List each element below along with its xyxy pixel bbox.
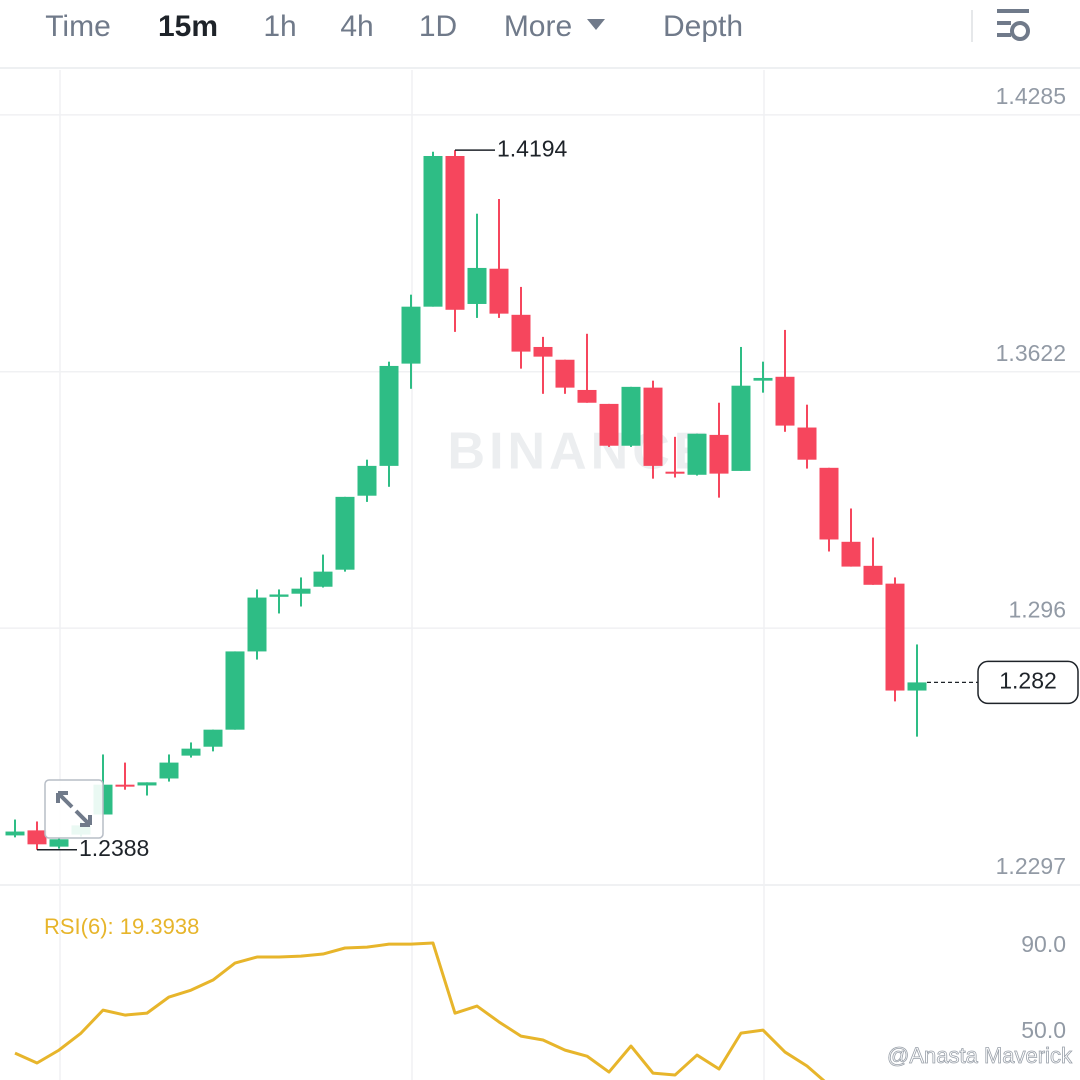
tab[interactable]: Time	[45, 10, 111, 43]
candle-body	[291, 588, 311, 594]
current-price-box	[977, 660, 1079, 705]
candle-body	[115, 784, 135, 787]
rsi-line	[14, 941, 826, 1080]
candle-body	[335, 496, 355, 570]
candle-body	[709, 434, 729, 474]
candle-body	[467, 267, 487, 304]
icon-bar	[997, 21, 1011, 25]
high-label: 1.4194	[497, 135, 568, 161]
candle-body	[379, 365, 399, 466]
y-tick-label: 90.0	[1021, 931, 1066, 957]
y-tick-label: 1.4285	[996, 83, 1066, 109]
candle-body	[731, 385, 751, 471]
y-tick-label: 1.3622	[996, 340, 1066, 366]
tab[interactable]: 4h	[340, 10, 373, 43]
candle-body	[181, 748, 201, 756]
candle-body	[533, 346, 553, 357]
candle-body	[203, 729, 223, 747]
credit: @Anasta Maverick	[887, 1043, 1073, 1068]
candle-body	[753, 377, 773, 381]
tab[interactable]: Depth	[663, 10, 743, 43]
candles	[5, 150, 927, 850]
candle-body	[489, 268, 509, 314]
y-tick-label: 1.2297	[996, 853, 1066, 879]
candle-body	[423, 155, 443, 307]
candle-body	[313, 571, 333, 587]
candle-body	[27, 830, 47, 845]
rsi-label: RSI(6): 19.3938	[44, 914, 199, 939]
candle-body	[49, 839, 69, 847]
candle-body	[401, 306, 421, 364]
candle-body	[885, 583, 905, 691]
candle-body	[841, 541, 861, 567]
candle-body	[863, 565, 883, 585]
vertical-grid	[59, 70, 765, 1080]
candle-body	[247, 597, 267, 652]
expand-box	[44, 779, 104, 839]
candle-body	[5, 831, 25, 836]
expand-icon	[56, 791, 92, 827]
candle-body	[621, 386, 641, 446]
candle-body	[137, 782, 157, 786]
candle-body	[357, 465, 377, 496]
candle-body	[599, 403, 619, 446]
candle-body	[225, 651, 245, 730]
rsi-panel	[14, 941, 826, 1080]
settings-icon[interactable]	[997, 9, 1030, 41]
icon-bar	[997, 33, 1011, 37]
annotations: 1.4194 1.2388 1.282 RSI(6): 19.3938	[37, 135, 1079, 939]
y-tick-label: 50.0	[1021, 1017, 1066, 1043]
icon-bar	[997, 9, 1029, 13]
dropdown-arrow	[587, 19, 605, 30]
candle-body	[269, 594, 289, 597]
candle-body	[687, 433, 707, 475]
candle-body	[643, 387, 663, 466]
candle-body	[511, 314, 531, 352]
candle-body	[159, 762, 179, 779]
tab[interactable]: 1D	[419, 10, 457, 43]
candle-body	[577, 389, 597, 403]
current-price-label: 1.282	[999, 667, 1057, 693]
watermark: BINANCE	[448, 423, 713, 481]
candle-body	[797, 427, 817, 460]
y-tick-label: 1.296	[1008, 596, 1066, 622]
candle-body	[907, 682, 927, 691]
candle-body	[665, 471, 685, 474]
tab[interactable]: 1h	[263, 10, 296, 43]
candle-body	[775, 376, 795, 426]
icon-gear	[1010, 21, 1030, 41]
candle-body	[555, 359, 575, 388]
candle-body	[819, 467, 839, 540]
expand-button[interactable]	[44, 779, 104, 839]
candle-body	[445, 155, 465, 310]
low-label: 1.2388	[79, 835, 149, 861]
tab[interactable]: 15m	[158, 10, 218, 43]
tab[interactable]: More	[504, 10, 572, 43]
